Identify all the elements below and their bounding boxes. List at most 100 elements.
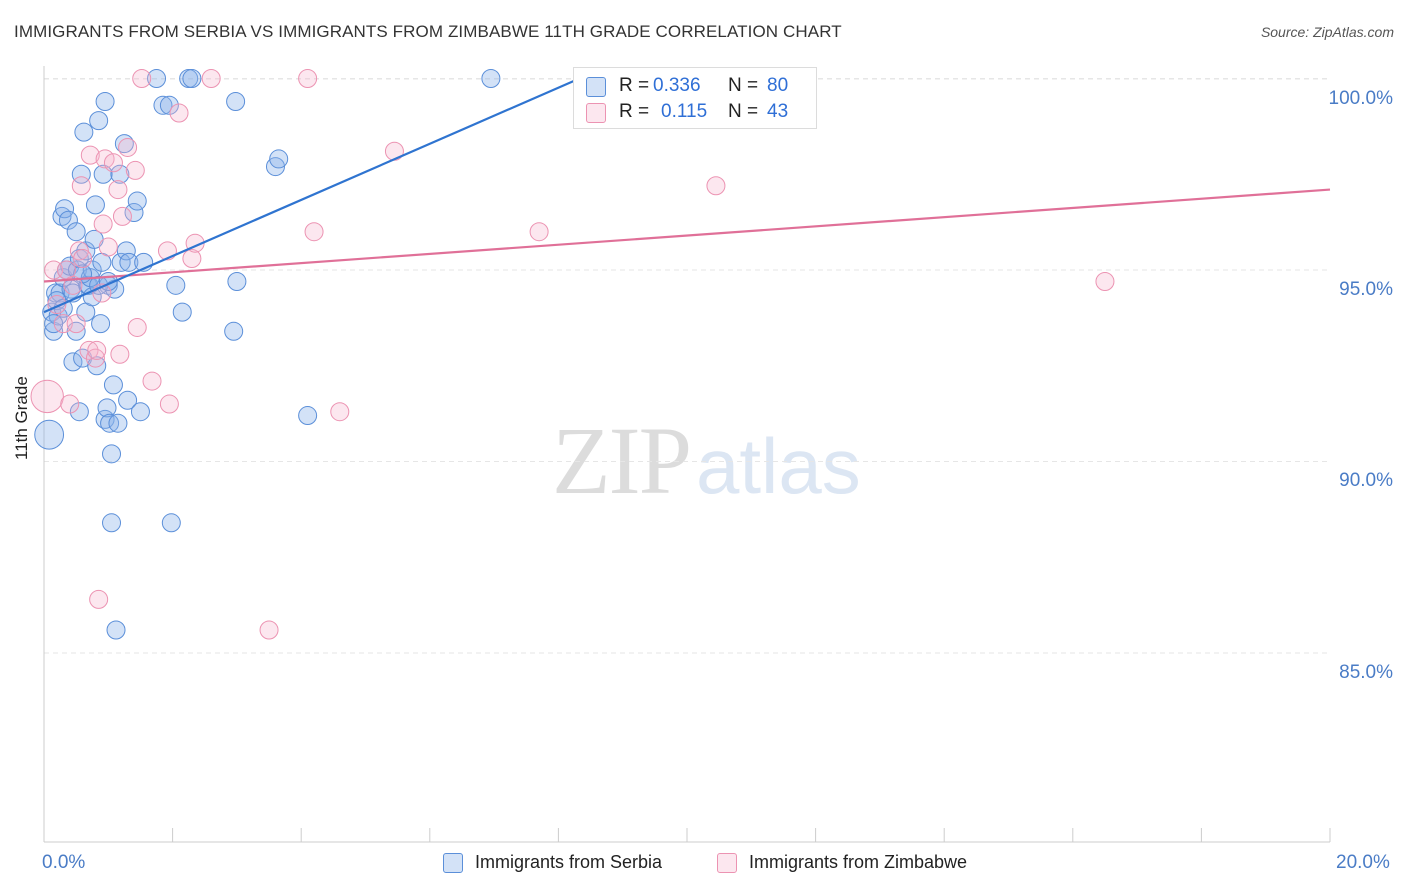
- serbia-trend-line: [43, 69, 598, 314]
- y-axis-label: 11th Grade: [12, 376, 31, 460]
- serbia-point: [69, 402, 89, 422]
- zimbabwe-point: [298, 69, 318, 88]
- zimbabwe-point: [330, 402, 350, 422]
- zimbabwe-point: [87, 340, 107, 360]
- n-label: N =: [728, 101, 759, 122]
- zimbabwe-point: [30, 379, 64, 414]
- zimbabwe-point: [80, 145, 100, 165]
- serbia-point: [66, 222, 86, 242]
- zimbabwe-point: [159, 394, 179, 414]
- series-zimbabwe-points: [30, 69, 1115, 640]
- watermark-atlas: atlas: [696, 422, 861, 510]
- zimbabwe-point: [93, 214, 113, 234]
- r-label: R =: [619, 75, 650, 96]
- serbia-point: [119, 252, 139, 272]
- legend-swatch-serbia: [443, 853, 463, 873]
- serbia-point: [87, 356, 107, 376]
- y-tick-label: 90.0%: [1339, 470, 1393, 491]
- serbia-point: [118, 390, 138, 410]
- serbia-point: [108, 413, 128, 433]
- serbia-point: [106, 620, 126, 640]
- trend-lines: [43, 69, 1331, 314]
- zimbabwe-point: [304, 222, 324, 242]
- serbia-point: [103, 375, 123, 395]
- zimbabwe-point: [89, 589, 109, 609]
- serbia-point: [110, 164, 130, 184]
- legend-label: Immigrants from Serbia: [475, 852, 663, 872]
- source-label: Source: ZipAtlas.com: [1260, 24, 1394, 40]
- serbia-point: [153, 95, 173, 115]
- zimbabwe-point: [142, 371, 162, 391]
- serbia-point: [102, 513, 122, 533]
- serbia-point: [147, 69, 167, 88]
- r-label: R =: [619, 101, 650, 122]
- zimbabwe-point: [66, 314, 86, 334]
- zimbabwe-point: [706, 176, 726, 196]
- x-tick-label: 0.0%: [42, 852, 86, 873]
- serbia-point: [227, 271, 247, 291]
- n-value: 43: [767, 101, 789, 122]
- serbia-point: [127, 191, 147, 211]
- serbia-point: [111, 252, 131, 272]
- zimbabwe-point: [118, 137, 138, 157]
- serbia-point: [481, 69, 501, 88]
- zimbabwe-trend-line: [43, 188, 1331, 283]
- zimbabwe-point: [110, 344, 130, 364]
- zimbabwe-point: [259, 620, 279, 640]
- serbia-point: [166, 275, 186, 295]
- zimbabwe-point: [85, 348, 105, 368]
- serbia-point: [182, 69, 202, 88]
- zimbabwe-point: [73, 249, 93, 269]
- zimbabwe-point: [98, 237, 118, 257]
- serbia-point: [100, 413, 120, 433]
- zimbabwe-point: [71, 176, 91, 196]
- zimbabwe-point: [125, 160, 145, 180]
- zimbabwe-swatch: [586, 103, 606, 123]
- serbia-point: [89, 111, 109, 131]
- zimbabwe-point: [169, 103, 189, 123]
- serbia-point: [124, 203, 144, 223]
- zimbabwe-point: [127, 317, 147, 337]
- serbia-point: [34, 419, 65, 450]
- zimbabwe-point: [201, 69, 221, 88]
- watermark: ZIPatlas: [552, 405, 861, 516]
- stats-box: R = 0.336 N = 80 R = 0.115 N = 43: [573, 67, 817, 129]
- serbia-point: [226, 91, 246, 111]
- n-value: 80: [767, 75, 789, 96]
- y-tick-label: 85.0%: [1339, 662, 1393, 683]
- zimbabwe-point: [60, 394, 80, 414]
- zimbabwe-point: [132, 69, 152, 88]
- legend-label: Immigrants from Zimbabwe: [749, 852, 968, 872]
- serbia-point: [114, 134, 134, 154]
- zimbabwe-point: [69, 241, 89, 261]
- r-value: 0.336: [653, 75, 701, 96]
- serbia-point: [130, 402, 150, 422]
- serbia-point: [97, 398, 117, 418]
- serbia-point: [71, 164, 91, 184]
- serbia-point: [298, 406, 318, 426]
- serbia-point: [102, 444, 122, 464]
- gridlines: [44, 78, 1330, 654]
- watermark-zip: ZIP: [552, 407, 692, 514]
- serbia-point: [161, 513, 181, 533]
- serbia-point: [116, 241, 136, 261]
- serbia-point: [74, 122, 94, 142]
- y-tick-label: 95.0%: [1339, 279, 1393, 300]
- serbia-point: [95, 91, 115, 111]
- serbia-point: [85, 195, 105, 215]
- series-serbia-points: [34, 69, 604, 640]
- zimbabwe-point: [1095, 271, 1115, 291]
- y-tick-label: 100.0%: [1328, 88, 1393, 109]
- x-tick-label: 20.0%: [1336, 852, 1390, 873]
- serbia-point: [91, 314, 111, 334]
- n-label: N =: [728, 75, 759, 96]
- axes: [43, 66, 1331, 843]
- zimbabwe-point: [529, 222, 549, 242]
- zimbabwe-point: [79, 340, 99, 360]
- chart-title: IMMIGRANTS FROM SERBIA VS IMMIGRANTS FRO…: [14, 22, 842, 41]
- zimbabwe-point: [182, 249, 202, 269]
- serbia-point: [265, 157, 285, 177]
- serbia-point: [44, 321, 64, 341]
- serbia-point: [55, 199, 75, 219]
